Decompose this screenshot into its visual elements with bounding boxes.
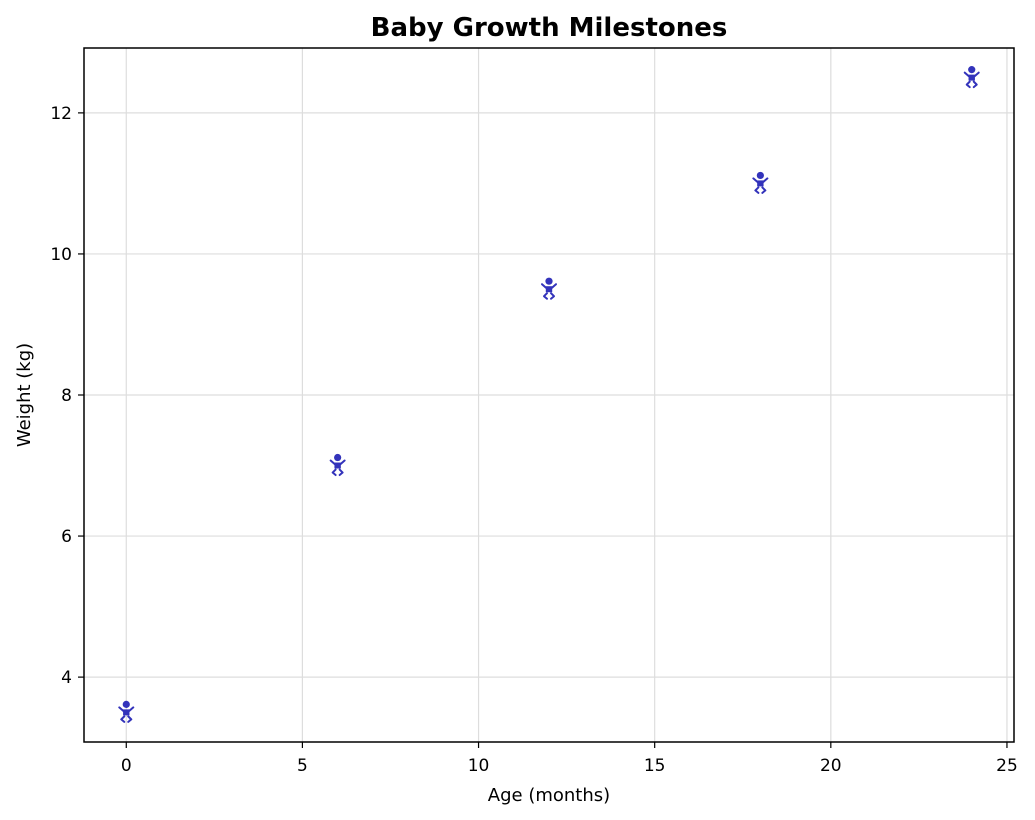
y-tick-label: 4 bbox=[61, 668, 72, 688]
x-axis-label: Age (months) bbox=[488, 785, 610, 806]
baby-icon bbox=[329, 453, 346, 477]
ticks: 0 5 10 15 20 25 4 6 8 10 12 bbox=[50, 104, 1017, 776]
y-tick-label: 12 bbox=[50, 104, 72, 124]
x-tick-label: 10 bbox=[468, 756, 490, 776]
x-tick-label: 20 bbox=[820, 756, 842, 776]
grid bbox=[84, 48, 1014, 742]
baby-icon bbox=[541, 277, 557, 300]
baby-icon bbox=[963, 66, 980, 89]
y-tick-label: 6 bbox=[61, 527, 72, 547]
chart-title: Baby Growth Milestones bbox=[371, 13, 728, 43]
y-tick-label: 8 bbox=[61, 386, 72, 406]
x-tick-label: 0 bbox=[121, 756, 132, 776]
x-tick-label: 25 bbox=[996, 756, 1018, 776]
baby-icon bbox=[752, 171, 769, 194]
y-axis-label: Weight (kg) bbox=[14, 343, 35, 447]
baby-icon bbox=[118, 700, 135, 723]
x-tick-label: 15 bbox=[644, 756, 666, 776]
x-tick-label: 5 bbox=[297, 756, 308, 776]
y-tick-label: 10 bbox=[50, 245, 72, 265]
plot-frame bbox=[83, 47, 1015, 743]
data-points bbox=[118, 66, 980, 723]
